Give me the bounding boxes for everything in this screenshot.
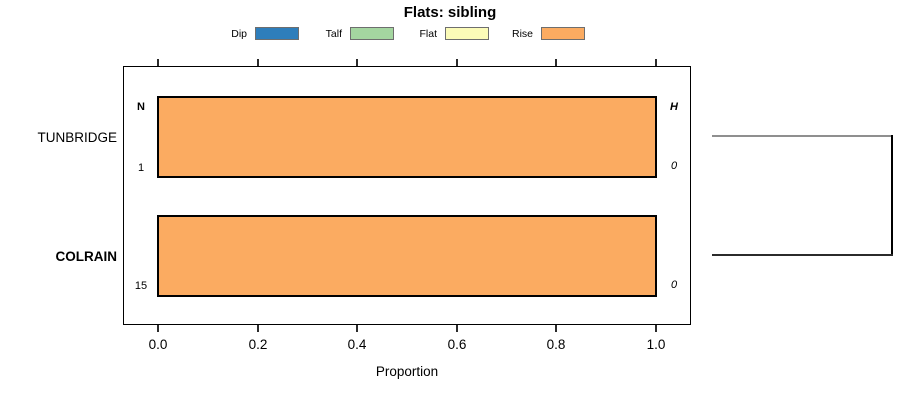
x-tick-label: 0.6: [447, 337, 467, 352]
legend-swatch-dip: [255, 27, 299, 40]
x-axis-tick-top: [356, 59, 358, 66]
legend-entry-rise: Rise: [493, 25, 585, 42]
x-tick-label: 0.8: [546, 337, 566, 352]
x-axis-title: Proportion: [375, 364, 439, 379]
x-axis-tick-bottom: [655, 325, 657, 332]
x-axis-tick-bottom: [257, 325, 259, 332]
annotation-n-tunbridge: 1: [137, 162, 145, 174]
x-axis-tick-top: [157, 59, 159, 66]
legend-label-dip: Dip: [231, 27, 247, 40]
y-label-tunbridge: TUNBRIDGE: [37, 130, 117, 145]
x-tick-label: 0.0: [148, 337, 168, 352]
chart-title: Flats: sibling: [403, 4, 497, 21]
bar-tunbridge-rise: [157, 96, 657, 178]
x-axis-tick-top: [456, 59, 458, 66]
legend-swatch-flat: [445, 27, 489, 40]
bar-colrain-rise: [157, 215, 657, 297]
x-tick-label: 0.4: [347, 337, 367, 352]
x-axis-tick-top: [655, 59, 657, 66]
annotation-h-header: H: [670, 101, 678, 113]
annotation-n-colrain: 15: [134, 280, 148, 292]
annotation-n-header: N: [137, 101, 145, 113]
legend-label-talf: Talf: [325, 27, 342, 40]
x-axis-tick-bottom: [456, 325, 458, 332]
annotation-h-colrain: 0: [670, 279, 678, 291]
x-axis-tick-bottom: [555, 325, 557, 332]
legend-swatch-rise: [541, 27, 585, 40]
legend-entry-talf: Talf: [302, 25, 394, 42]
x-tick-label: 0.2: [248, 337, 268, 352]
legend-label-flat: Flat: [419, 27, 437, 40]
y-label-colrain: COLRAIN: [55, 249, 118, 264]
legend-entry-dip: Dip: [207, 25, 299, 42]
annotation-h-tunbridge: 0: [670, 160, 678, 172]
x-tick-label: 1.0: [646, 337, 666, 352]
legend-label-rise: Rise: [511, 27, 533, 40]
x-axis-tick-bottom: [157, 325, 159, 332]
x-axis-tick-top: [257, 59, 259, 66]
legend-swatch-talf: [350, 27, 394, 40]
legend-entry-flat: Flat: [397, 25, 489, 42]
x-axis-tick-top: [555, 59, 557, 66]
x-axis-tick-bottom: [356, 325, 358, 332]
